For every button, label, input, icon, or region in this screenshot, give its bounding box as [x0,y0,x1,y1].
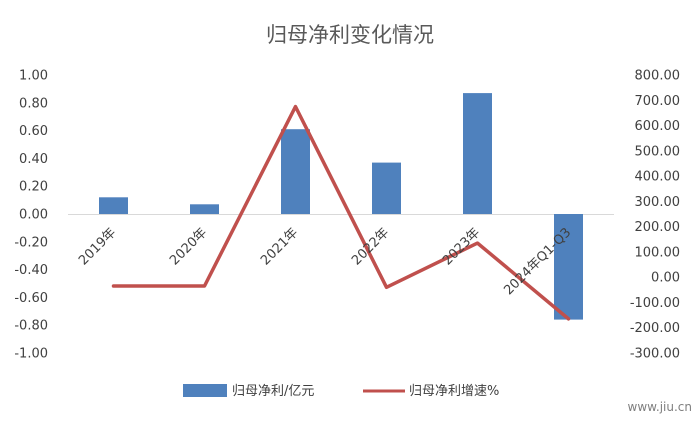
bar [281,129,310,214]
left-tick-label: 1.00 [19,69,48,84]
bar [372,162,401,214]
bar [463,93,492,214]
left-tick-label: 0.80 [19,96,48,111]
category-label: 2019年 [76,225,119,268]
legend-label-line: 归母净利增速% [409,384,499,399]
right-tick-label: -100.00 [630,296,680,311]
right-tick-label: 100.00 [635,245,681,260]
line-series [111,104,571,321]
category-label: 2020年 [167,225,210,268]
left-tick-label: 0.00 [19,208,48,223]
right-tick-label: 600.00 [635,119,681,134]
right-tick-label: 700.00 [635,94,681,109]
left-axis: 1.00 0.80 0.60 0.40 0.20 0.00 -0.20 -0.40 -0.60 -… [14,69,48,362]
right-tick-label: -200.00 [630,321,680,336]
right-tick-label: 0.00 [651,271,680,286]
left-tick-label: -0.20 [14,235,48,250]
left-tick-label: 0.60 [19,124,48,139]
left-tick-label: 0.40 [19,152,48,167]
left-tick-label: 0.20 [19,180,48,195]
right-axis: 800.00 700.00 600.00 500.00 400.00 300.00 200.… [630,69,680,362]
legend-swatch-bar [183,384,227,397]
bar [99,197,128,214]
category-label: 2021年 [258,225,301,268]
bar [190,204,219,214]
bar-series [99,93,583,320]
growth-line [111,104,571,321]
right-tick-label: 800.00 [635,69,681,84]
left-tick-label: -0.40 [14,263,48,278]
left-tick-label: -1.00 [14,347,48,362]
right-tick-label: 300.00 [635,195,681,210]
left-tick-label: -0.60 [14,291,48,306]
watermark: www.jiu.cn [628,400,692,414]
right-tick-label: 200.00 [635,220,681,235]
legend: 归母净利/亿元 归母净利增速% [183,384,499,399]
right-tick-label: 500.00 [635,144,681,159]
chart-title: 归母净利变化情况 [266,23,434,47]
legend-label-bar: 归母净利/亿元 [232,384,314,399]
category-label: 2023年 [440,225,483,268]
right-tick-label: -300.00 [630,347,680,362]
category-label: 2022年 [349,225,392,268]
right-tick-label: 400.00 [635,170,681,185]
left-tick-label: -0.80 [14,319,48,334]
bar [554,214,583,320]
